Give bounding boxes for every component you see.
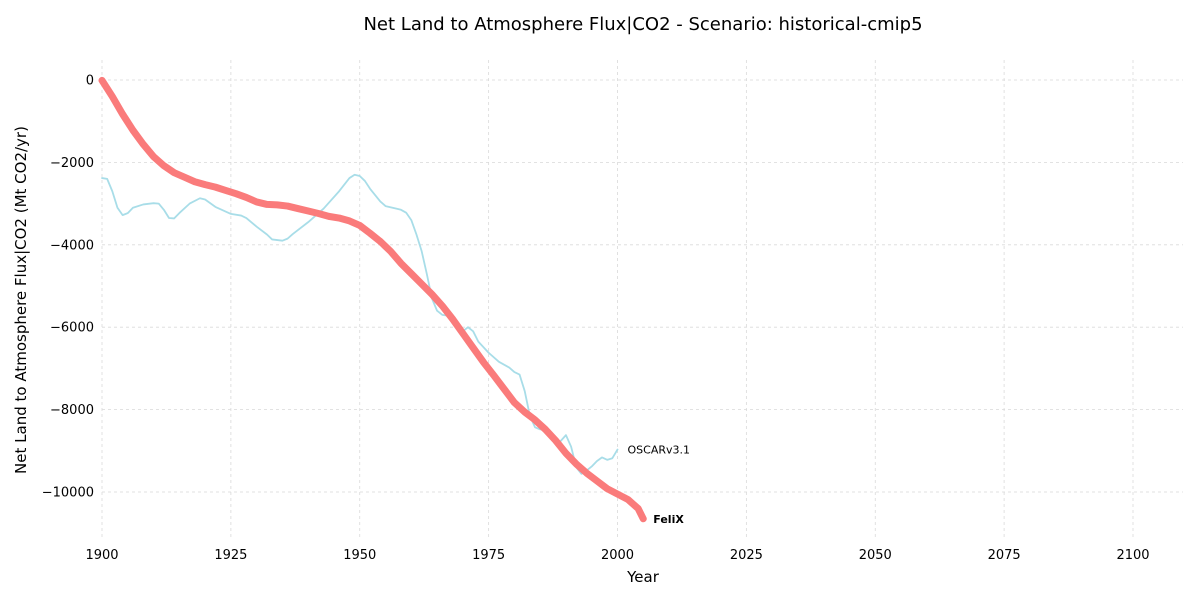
x-tick-label: 2000 (601, 548, 634, 563)
x-tick-label: 2100 (1116, 548, 1149, 563)
y-tick-label: −10000 (42, 486, 94, 501)
x-tick-label: 2050 (859, 548, 892, 563)
series-label-oscarv3-1: OSCARv3.1 (628, 444, 691, 457)
x-axis-ticks: 1900 1925 1950 1975 2000 2025 2050 2075 2100 (85, 548, 1149, 563)
y-tick-label: −4000 (50, 238, 94, 253)
grid (101, 60, 1183, 540)
y-tick-label: −2000 (50, 156, 94, 171)
x-axis-title: Year (626, 568, 660, 586)
x-tick-label: 1975 (472, 548, 505, 563)
x-tick-label: 1900 (85, 548, 118, 563)
y-axis-ticks: 0 −2000 −4000 −6000 −8000 −10000 (42, 74, 94, 501)
x-tick-label: 1925 (214, 548, 247, 563)
y-tick-label: −6000 (50, 321, 94, 336)
series-line-felix (98, 76, 647, 523)
y-axis-title: Net Land to Atmosphere Flux|CO2 (Mt CO2/… (12, 126, 30, 474)
series-label-felix: FeliX (653, 513, 684, 526)
y-tick-label: 0 (86, 74, 94, 89)
y-tick-label: −8000 (50, 403, 94, 418)
x-tick-label: 1950 (343, 548, 376, 563)
series-labels: OSCARv3.1 FeliX (628, 444, 691, 526)
chart-title: Net Land to Atmosphere Flux|CO2 - Scenar… (363, 14, 922, 35)
x-tick-label: 2075 (988, 548, 1021, 563)
x-tick-label: 2025 (730, 548, 763, 563)
series-layer (98, 76, 647, 523)
